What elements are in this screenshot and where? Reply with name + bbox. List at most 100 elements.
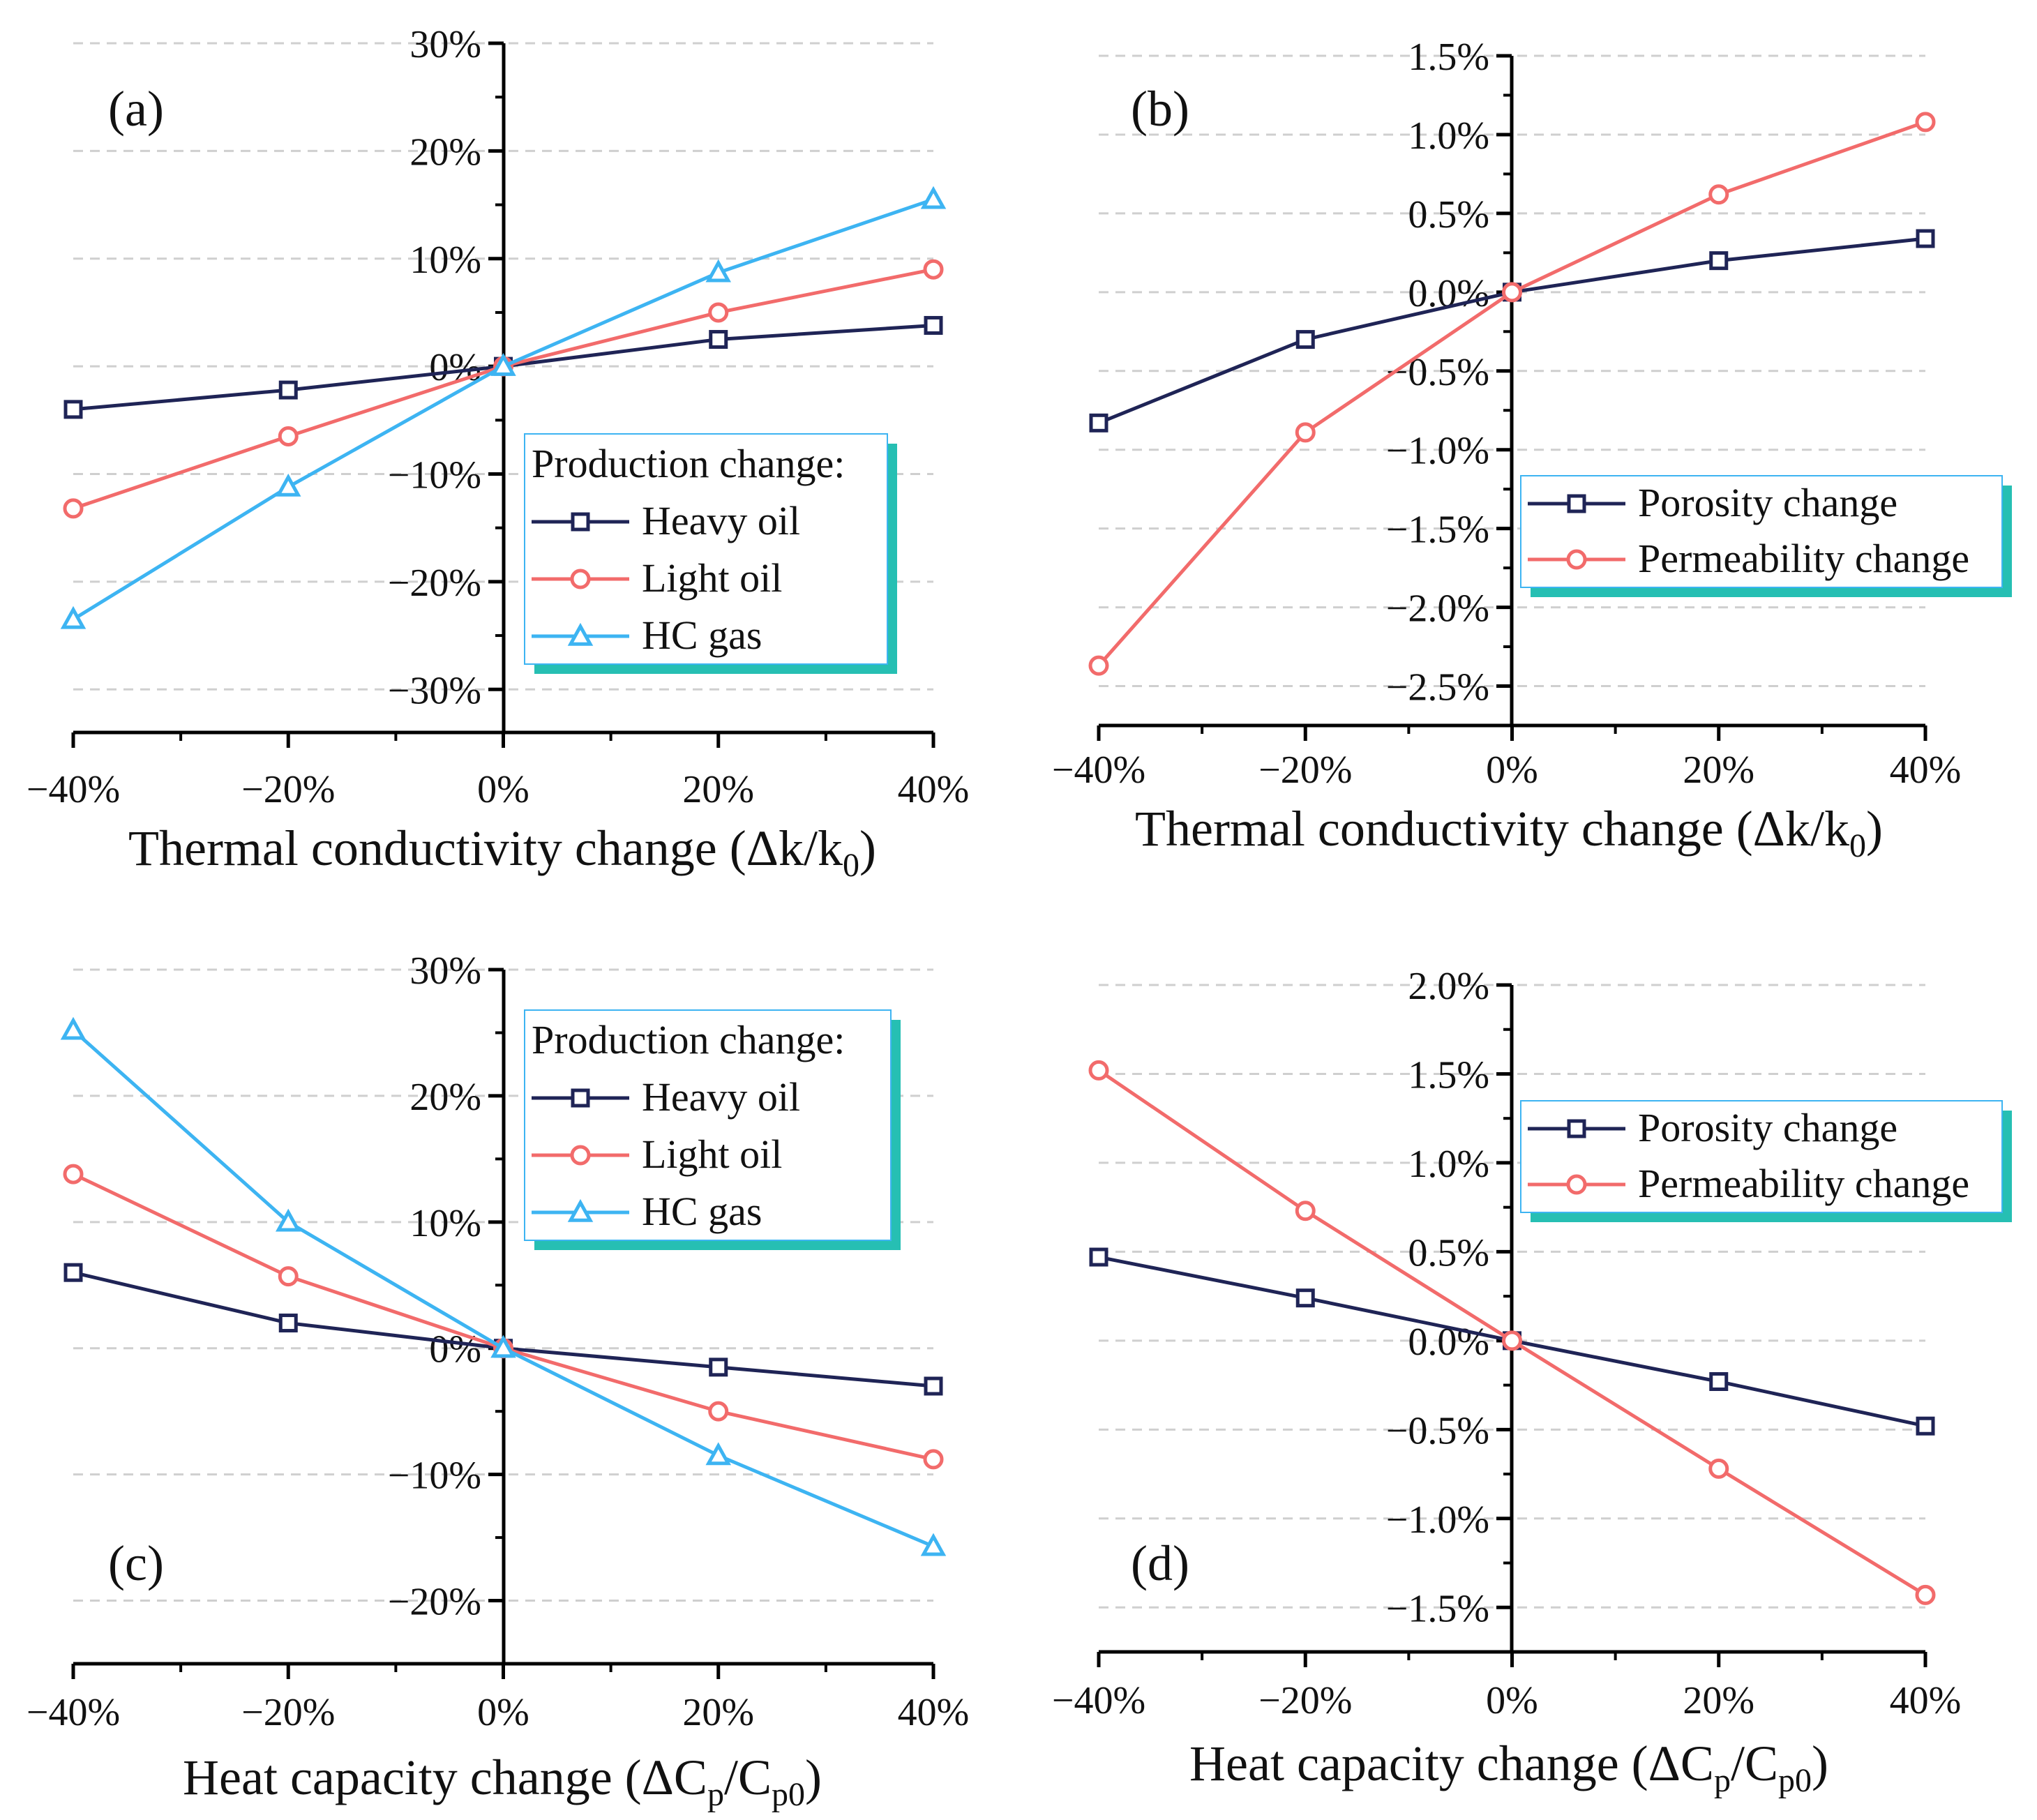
legend: Production change: Heavy oil Light oil HC g… [524, 1009, 901, 1250]
data-point [1089, 413, 1108, 433]
legend-marker [570, 1145, 591, 1166]
data-point [705, 259, 731, 283]
legend-box [1520, 475, 2003, 588]
y-tick-label: −1.5% [1386, 509, 1489, 552]
legend-title: Production change: [532, 1017, 845, 1062]
legend-marker [1567, 494, 1586, 513]
legend-entry: Heavy oil [642, 1074, 800, 1120]
x-axis-title: Heat capacity change (ΔCp/Cp0) [183, 1750, 822, 1813]
x-tick-label: −20% [1258, 1679, 1352, 1722]
x-axis-title-text: ) [805, 1750, 822, 1805]
y-tick-label: 1.0% [1408, 1143, 1489, 1186]
x-axis-title-text: Thermal conductivity change (Δk/k [128, 820, 843, 876]
x-axis-title-text: ) [1866, 801, 1883, 857]
x-tick-label: −20% [241, 768, 335, 811]
x-axis-title-text: Thermal conductivity change (Δk/k [1135, 801, 1849, 857]
data-point [920, 1533, 947, 1556]
data-point [708, 1401, 729, 1422]
x-tick-label: 0% [477, 1691, 529, 1734]
data-point [1708, 184, 1729, 205]
panel-label: (a) [108, 81, 164, 137]
x-tick-label: 40% [1890, 1679, 1962, 1722]
y-tick-label: −10% [388, 1454, 481, 1498]
x-axis-title-text: Heat capacity change (ΔC [183, 1750, 707, 1805]
data-point [924, 1376, 943, 1396]
data-point [278, 426, 299, 446]
data-point [1088, 655, 1109, 676]
legend-marker [570, 569, 591, 589]
data-point [923, 1449, 944, 1470]
legend-marker [1566, 1174, 1587, 1195]
legend-marker [567, 1198, 594, 1222]
y-tick-label: 0% [429, 1328, 481, 1371]
x-tick-label: −40% [1052, 1679, 1145, 1722]
data-point [1915, 112, 1936, 133]
x-axis-title: Thermal conductivity change (Δk/k0) [128, 820, 876, 884]
data-point [705, 1442, 731, 1466]
x-tick-label: −40% [1052, 749, 1145, 792]
x-tick-label: 40% [898, 768, 970, 811]
x-tick-label: 0% [477, 768, 529, 811]
legend-marker [1567, 1119, 1586, 1138]
x-tick-label: −20% [241, 1691, 335, 1734]
x-axis-title-subscript: p [707, 1776, 724, 1813]
legend-entry: HC gas [642, 1189, 762, 1234]
x-axis-title-subscript: p [1714, 1762, 1731, 1799]
data-point [1295, 330, 1315, 349]
data-point [1916, 229, 1935, 248]
legend-entry: Porosity change [1638, 1105, 1897, 1150]
legend: Porosity change Permeability change [1520, 475, 2012, 597]
legend-marker [567, 622, 594, 646]
y-tick-label: 0.5% [1408, 193, 1489, 236]
y-tick-label: 2.0% [1408, 965, 1489, 1008]
legend-box [524, 1009, 892, 1241]
x-tick-label: 20% [1683, 749, 1754, 792]
legend-box [1520, 1100, 2003, 1213]
y-tick-label: −1.5% [1386, 1587, 1489, 1630]
data-point [1502, 1330, 1522, 1351]
y-tick-label: 1.0% [1408, 114, 1489, 158]
x-axis-title-text: /C [724, 1750, 772, 1805]
data-point [1295, 1288, 1315, 1308]
data-point [63, 1263, 83, 1282]
y-tick-label: −1.0% [1386, 430, 1489, 473]
y-tick-label: −20% [388, 1581, 481, 1624]
panel-d: −40% −20% 0% 20% 40%−1.5%−1.0%−0.5%0.0%0.5%1… [1052, 965, 2012, 1799]
data-point [1088, 1060, 1109, 1081]
data-point [709, 330, 728, 349]
y-tick-label: −2.0% [1386, 587, 1489, 631]
data-point [1708, 1458, 1729, 1479]
panel-b: −40% −20% 0% 20% 40% −2.5% −2.0% −1.5% −1.0% −0.5… [1052, 36, 2012, 864]
data-point [63, 1164, 84, 1184]
data-point [276, 473, 301, 497]
legend-box [524, 433, 888, 665]
y-tick-label: 1.5% [1408, 1053, 1489, 1097]
y-tick-label: −30% [388, 669, 481, 712]
x-tick-label: −20% [1258, 749, 1352, 792]
data-point [60, 606, 87, 629]
y-tick-label: −2.5% [1386, 666, 1489, 709]
x-tick-label: 0% [1486, 749, 1538, 792]
legend: Production change: Heavy oil Light oil HC g… [524, 433, 897, 674]
y-tick-label: 0.0% [1408, 272, 1489, 315]
y-tick-label: 1.5% [1408, 36, 1489, 79]
y-tick-label: 30% [409, 23, 481, 66]
data-point [60, 1016, 87, 1040]
data-point [278, 1266, 299, 1287]
x-tick-label: 20% [682, 768, 754, 811]
y-tick-label: −20% [388, 562, 481, 605]
x-axis-title-text: /C [1731, 1736, 1778, 1791]
panel-label: (b) [1131, 81, 1189, 137]
y-tick-label: −10% [388, 454, 481, 497]
x-axis-title-subscript: 0 [843, 847, 859, 884]
legend-marker [571, 512, 590, 532]
x-axis-title-subscript: 0 [1849, 827, 1866, 864]
x-tick-label: −40% [27, 1691, 120, 1734]
data-point [708, 302, 729, 323]
data-point [278, 380, 298, 400]
y-tick-label: −0.5% [1386, 1409, 1489, 1452]
x-axis-title-text: ) [1812, 1736, 1828, 1791]
x-tick-label: 20% [682, 1691, 754, 1734]
x-axis-title-subscript: p0 [772, 1776, 805, 1813]
